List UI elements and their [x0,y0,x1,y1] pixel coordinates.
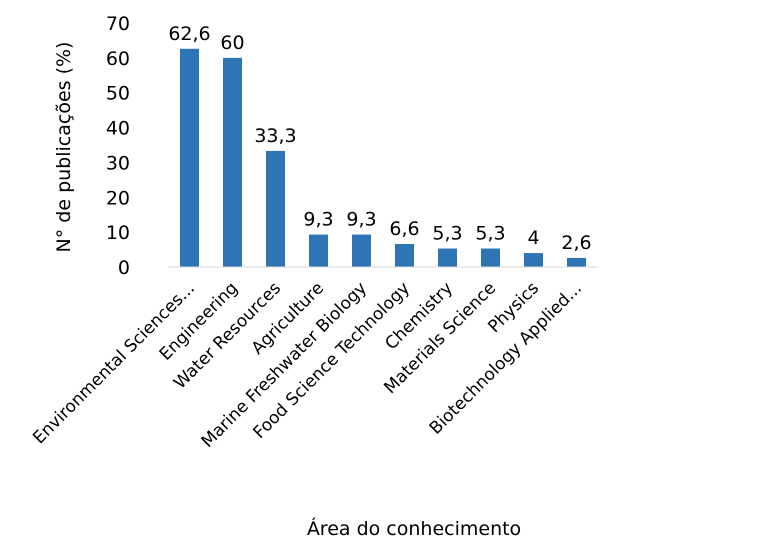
x-axis-title: Área do conhecimento [307,517,521,540]
y-tick-label: 10 [106,222,130,244]
data-label: 5,3 [432,223,462,245]
x-tick-label: Environmental Sciences... [29,278,199,448]
y-tick-label: 0 [118,257,130,279]
bar [352,234,371,267]
y-tick-label: 30 [106,152,130,174]
x-axis-ticks: Environmental Sciences...EngineeringWate… [29,278,586,452]
y-tick-label: 40 [106,118,130,140]
data-label: 2,6 [561,232,591,254]
bar [180,48,199,268]
data-label: 9,3 [303,209,333,231]
bar [395,243,414,267]
data-label: 9,3 [346,209,376,231]
bar [524,253,543,267]
bars [180,48,586,268]
data-labels: 62,6 60 33,3 9,3 9,3 6,6 5,3 5,3 4 2,6 [168,23,591,254]
data-label: 62,6 [168,23,210,45]
y-axis-ticks: 0 10 20 30 40 50 60 70 [106,13,130,279]
y-axis-title: N° de publicações (%) [53,42,75,253]
data-label: 33,3 [254,125,296,147]
bar [223,57,242,267]
y-tick-label: 50 [106,83,130,105]
data-label: 6,6 [389,218,419,240]
y-tick-label: 70 [106,13,130,35]
bar [567,257,586,267]
bar [266,150,285,267]
bar [438,248,457,267]
data-label: 60 [220,32,244,54]
y-tick-label: 60 [106,48,130,70]
bar [481,248,500,267]
bar [309,234,328,267]
data-label: 4 [527,227,539,249]
y-tick-label: 20 [106,187,130,209]
data-label: 5,3 [475,223,505,245]
